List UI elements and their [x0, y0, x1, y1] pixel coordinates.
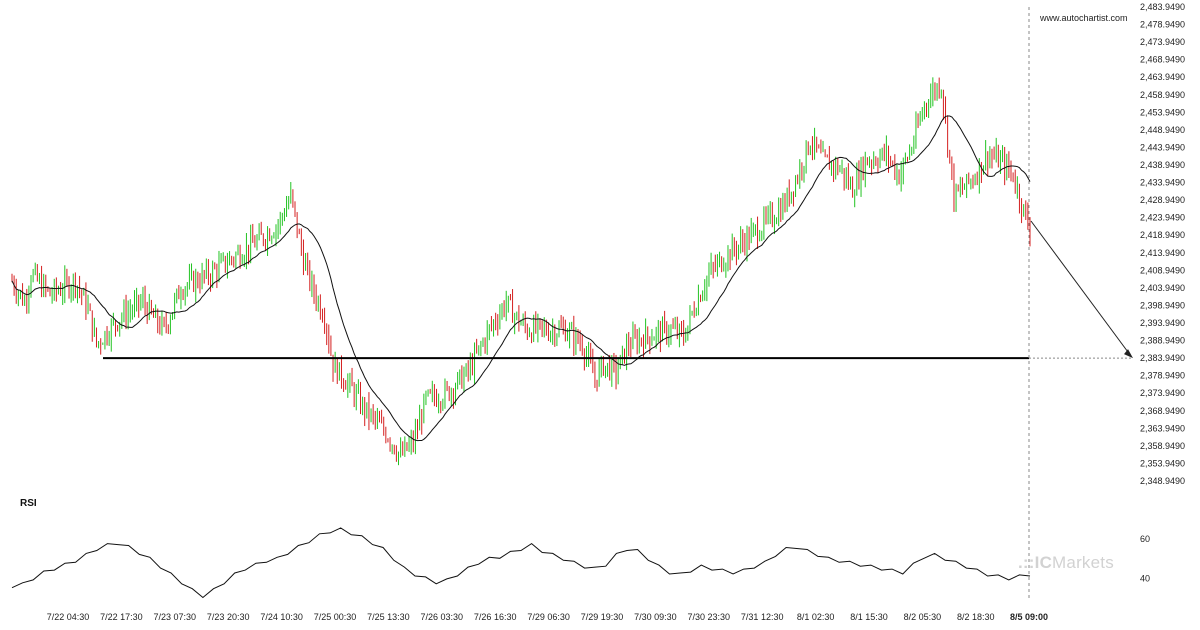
- y-tick-label: 2,473.9490: [1140, 37, 1185, 47]
- x-tick-label: 7/23 07:30: [154, 612, 197, 622]
- y-tick-label: 2,483.9490: [1140, 2, 1185, 12]
- projection-arrow-line: [1030, 220, 1132, 357]
- broker-logo: .::ICMarkets: [1018, 553, 1114, 573]
- x-tick-label: 8/2 05:30: [904, 612, 942, 622]
- y-tick-label: 2,383.9490: [1140, 353, 1185, 363]
- y-tick-label: 2,418.9490: [1140, 230, 1185, 240]
- y-tick-label: 2,363.9490: [1140, 423, 1185, 433]
- y-tick-label: 2,398.9490: [1140, 300, 1185, 310]
- rsi-line: [11, 527, 1031, 599]
- x-tick-label: 7/29 19:30: [581, 612, 624, 622]
- y-tick-label: 2,393.9490: [1140, 318, 1185, 328]
- y-tick-label: 2,468.9490: [1140, 55, 1185, 65]
- x-tick-label: 7/30 23:30: [688, 612, 731, 622]
- x-tick-label: 7/22 04:30: [47, 612, 90, 622]
- y-tick-label: 2,433.9490: [1140, 178, 1185, 188]
- y-tick-label: 2,428.9490: [1140, 195, 1185, 205]
- rsi-tick-label: 40: [1140, 573, 1150, 583]
- x-tick-label: 7/25 13:30: [367, 612, 410, 622]
- x-tick-label: 7/25 00:30: [314, 612, 357, 622]
- y-tick-label: 2,413.9490: [1140, 248, 1185, 258]
- x-tick-label: 8/1 02:30: [797, 612, 835, 622]
- x-tick-label: 7/26 16:30: [474, 612, 517, 622]
- y-tick-label: 2,463.9490: [1140, 72, 1185, 82]
- y-tick-label: 2,443.9490: [1140, 142, 1185, 152]
- x-tick-label: 7/24 10:30: [260, 612, 303, 622]
- y-tick-label: 2,408.9490: [1140, 265, 1185, 275]
- rsi-tick-label: 60: [1140, 534, 1150, 544]
- x-tick-label: 7/29 06:30: [527, 612, 570, 622]
- projection-arrow-head: [1124, 349, 1133, 359]
- rsi-label: RSI: [20, 498, 37, 509]
- y-tick-label: 2,358.9490: [1140, 441, 1185, 451]
- y-tick-label: 2,423.9490: [1140, 213, 1185, 223]
- x-tick-label: 7/22 17:30: [100, 612, 143, 622]
- x-tick-label: 7/23 20:30: [207, 612, 250, 622]
- y-tick-label: 2,478.9490: [1140, 20, 1185, 30]
- moving-average-line: [11, 115, 1031, 442]
- x-tick-label: 7/30 09:30: [634, 612, 677, 622]
- y-tick-label: 2,348.9490: [1140, 476, 1185, 486]
- y-tick-label: 2,403.9490: [1140, 283, 1185, 293]
- y-tick-label: 2,458.9490: [1140, 90, 1185, 100]
- x-tick-label: 7/26 03:30: [421, 612, 464, 622]
- broker-logo-name: Markets: [1052, 553, 1114, 572]
- x-tick-label: 8/1 15:30: [850, 612, 888, 622]
- y-tick-label: 2,368.9490: [1140, 406, 1185, 416]
- x-tick-label: 7/31 12:30: [741, 612, 784, 622]
- y-tick-label: 2,438.9490: [1140, 160, 1185, 170]
- y-tick-label: 2,373.9490: [1140, 388, 1185, 398]
- y-tick-label: 2,453.9490: [1140, 107, 1185, 117]
- watermark-text: www.autochartist.com: [1040, 13, 1128, 23]
- x-tick-label: 8/5 09:00: [1010, 612, 1048, 622]
- y-tick-label: 2,388.9490: [1140, 336, 1185, 346]
- y-tick-label: 2,353.9490: [1140, 458, 1185, 468]
- y-tick-label: 2,378.9490: [1140, 371, 1185, 381]
- broker-logo-mark: .::IC: [1018, 553, 1053, 572]
- x-tick-label: 8/2 18:30: [957, 612, 995, 622]
- y-tick-label: 2,448.9490: [1140, 125, 1185, 135]
